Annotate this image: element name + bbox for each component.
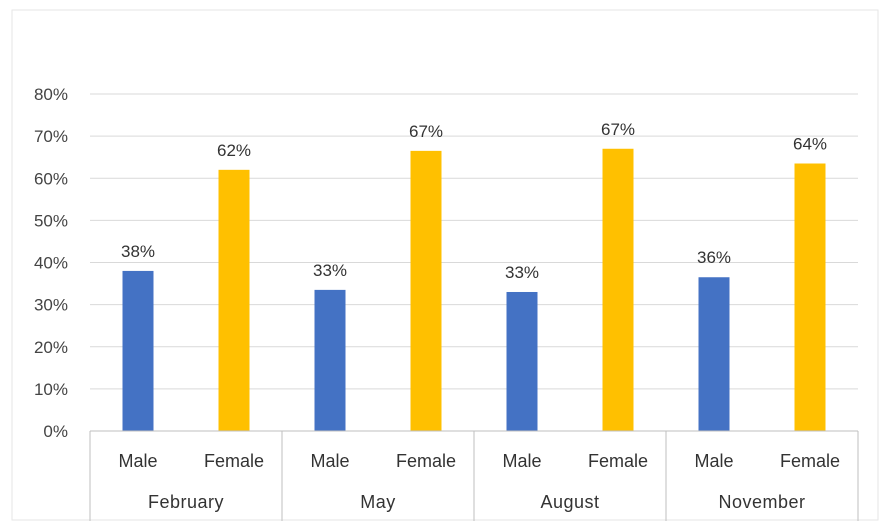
- y-tick-label: 0%: [43, 422, 68, 441]
- x-group-label: August: [540, 492, 599, 512]
- data-label: 67%: [601, 120, 635, 139]
- x-group-label: May: [360, 492, 396, 512]
- x-category-label: Female: [780, 451, 840, 471]
- y-tick-label: 10%: [34, 380, 68, 399]
- y-tick-label: 60%: [34, 169, 68, 188]
- y-tick-label: 80%: [34, 85, 68, 104]
- x-category-label: Male: [310, 451, 349, 471]
- chart-frame: [11, 9, 879, 521]
- x-axis: Male Female February Male Female May Male Femal…: [89, 430, 859, 521]
- x-category-label: Male: [118, 451, 157, 471]
- x-category-label: Female: [588, 451, 648, 471]
- data-label: 38%: [121, 242, 155, 261]
- x-group-label: November: [718, 492, 805, 512]
- x-category-label: Male: [694, 451, 733, 471]
- x-category-label: Male: [502, 451, 541, 471]
- bar-male-february: [122, 270, 154, 431]
- bar-female-february: [218, 169, 250, 431]
- x-category-label: Female: [204, 451, 264, 471]
- data-label: 64%: [793, 135, 827, 154]
- bar-male-november: [698, 277, 730, 431]
- bar-female-august: [602, 148, 634, 431]
- data-label: 36%: [697, 248, 731, 267]
- y-tick-label: 70%: [34, 127, 68, 146]
- x-group-label: February: [148, 492, 224, 512]
- data-label: 33%: [313, 261, 347, 280]
- bars: [122, 148, 826, 431]
- data-label: 62%: [217, 141, 251, 160]
- y-tick-label: 20%: [34, 338, 68, 357]
- y-axis-tick-labels: 0% 10% 20% 30% 40% 50% 60% 70% 80%: [34, 85, 68, 441]
- bar-male-may: [314, 289, 346, 431]
- y-tick-label: 40%: [34, 254, 68, 273]
- y-tick-label: 30%: [34, 296, 68, 315]
- y-tick-label: 50%: [34, 211, 68, 230]
- data-labels: 38% 62% 33% 67% 33% 67% 36% 64%: [121, 120, 827, 282]
- bar-female-november: [794, 163, 826, 431]
- gridlines: [90, 93, 858, 432]
- x-category-label: Female: [396, 451, 456, 471]
- data-label: 67%: [409, 122, 443, 141]
- data-label: 33%: [505, 263, 539, 282]
- bar-female-may: [410, 150, 442, 431]
- bar-male-august: [506, 291, 538, 431]
